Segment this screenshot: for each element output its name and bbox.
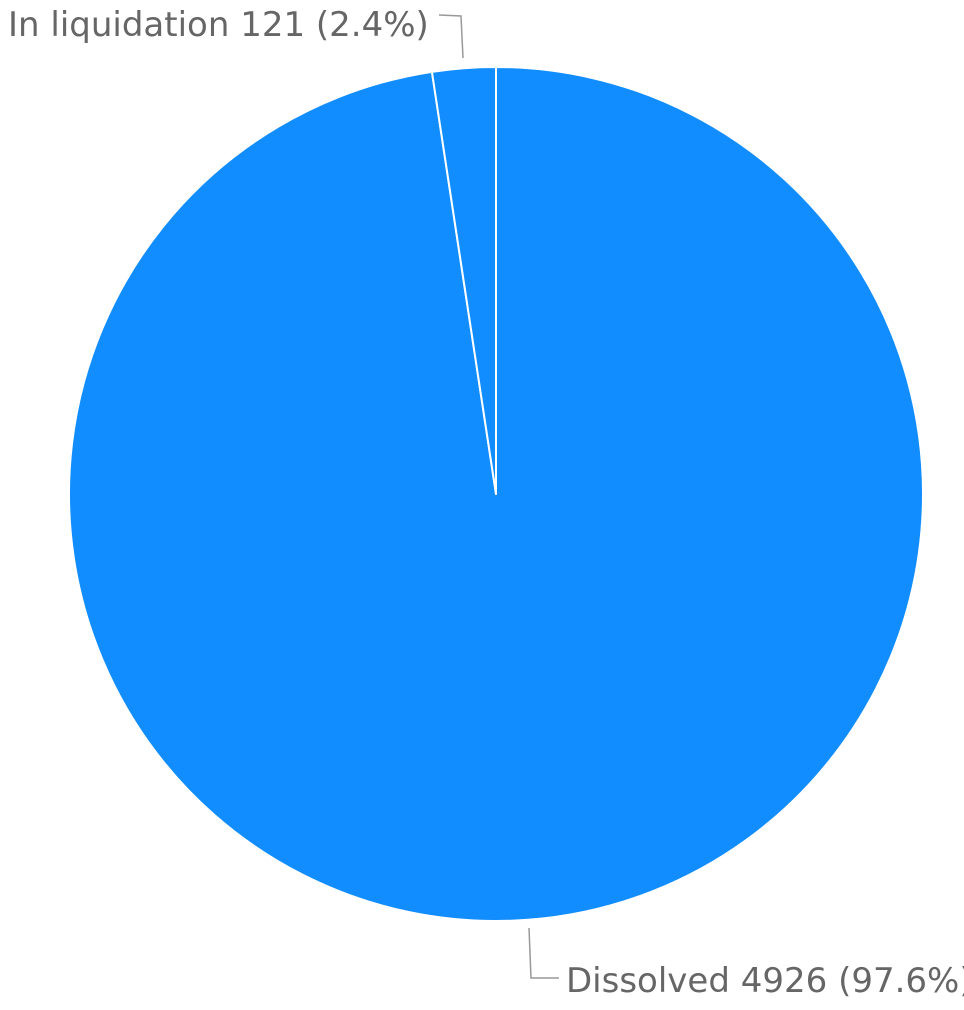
slices-layer <box>68 66 924 922</box>
leader-line-in-liquidation <box>438 14 464 59</box>
slice-label-in-liquidation: In liquidation 121 (2.4%) <box>8 5 429 45</box>
leader-lines-layer <box>438 14 559 979</box>
leader-line-dissolved <box>528 927 559 979</box>
pie-slice-in-liquidation[interactable] <box>430 66 497 495</box>
slice-label-dissolved: Dissolved 4926 (97.6%) <box>566 961 964 1001</box>
labels-layer: Dissolved 4926 (97.6%) In liquidation 12… <box>8 5 964 1001</box>
